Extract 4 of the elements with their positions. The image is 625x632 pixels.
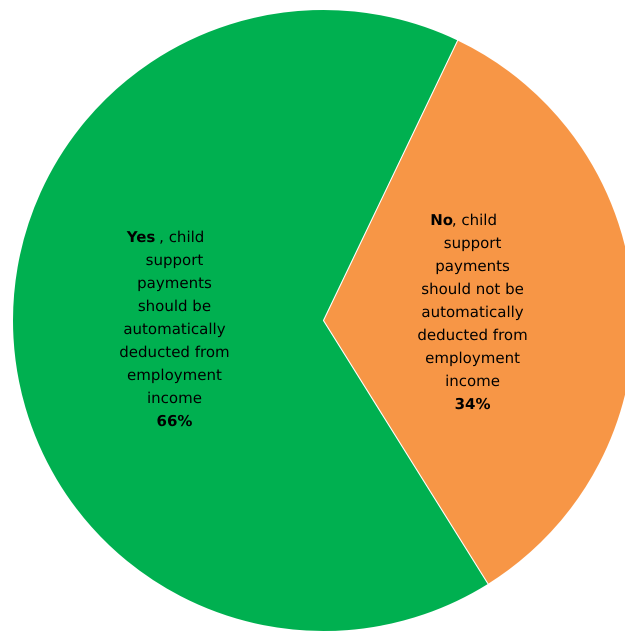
data-label: 66% <box>156 412 192 430</box>
data-label: 34% <box>454 395 490 414</box>
category-label: Yes, child support payments should be automatically deducted from employment income <box>119 228 230 407</box>
category-label: No, child support payments should not be automatically deducted from employment income <box>417 211 528 390</box>
